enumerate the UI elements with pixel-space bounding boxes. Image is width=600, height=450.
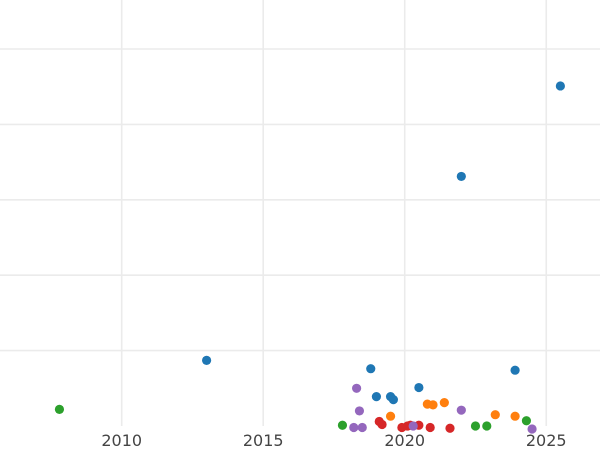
series-3 bbox=[54, 404, 532, 431]
data-point bbox=[349, 422, 359, 433]
x-tick-label: 2025 bbox=[526, 431, 567, 450]
series-1 bbox=[202, 81, 565, 405]
data-point bbox=[54, 404, 65, 415]
data-point bbox=[490, 410, 500, 420]
series-2 bbox=[385, 398, 520, 421]
grid-layer bbox=[0, 0, 600, 426]
data-point bbox=[555, 81, 565, 91]
data-point bbox=[388, 395, 398, 405]
data-point bbox=[456, 405, 466, 415]
series-5 bbox=[349, 383, 537, 434]
x-tick-labels: 2010 2015 2020 2025 bbox=[101, 431, 566, 450]
data-point bbox=[371, 391, 382, 402]
data-point bbox=[428, 400, 438, 410]
data-point bbox=[354, 406, 365, 416]
data-point bbox=[408, 421, 418, 431]
data-point bbox=[521, 416, 532, 426]
data-point bbox=[439, 398, 449, 408]
x-tick-label: 2010 bbox=[101, 431, 142, 450]
data-point bbox=[377, 419, 387, 430]
data-point bbox=[385, 411, 396, 421]
data-point bbox=[337, 420, 348, 430]
data-point bbox=[357, 422, 367, 433]
points-layer bbox=[54, 81, 565, 434]
data-point bbox=[366, 364, 376, 374]
data-point bbox=[470, 421, 481, 431]
data-point bbox=[425, 422, 435, 433]
data-point bbox=[414, 382, 424, 393]
data-point bbox=[510, 411, 520, 421]
data-point bbox=[527, 424, 537, 434]
data-point bbox=[202, 355, 212, 366]
data-point bbox=[482, 421, 492, 431]
data-point bbox=[456, 171, 466, 182]
data-point bbox=[352, 383, 362, 393]
x-tick-label: 2020 bbox=[384, 431, 425, 450]
x-tick-label: 2015 bbox=[243, 431, 284, 450]
data-point bbox=[445, 423, 455, 433]
data-point bbox=[510, 365, 520, 375]
